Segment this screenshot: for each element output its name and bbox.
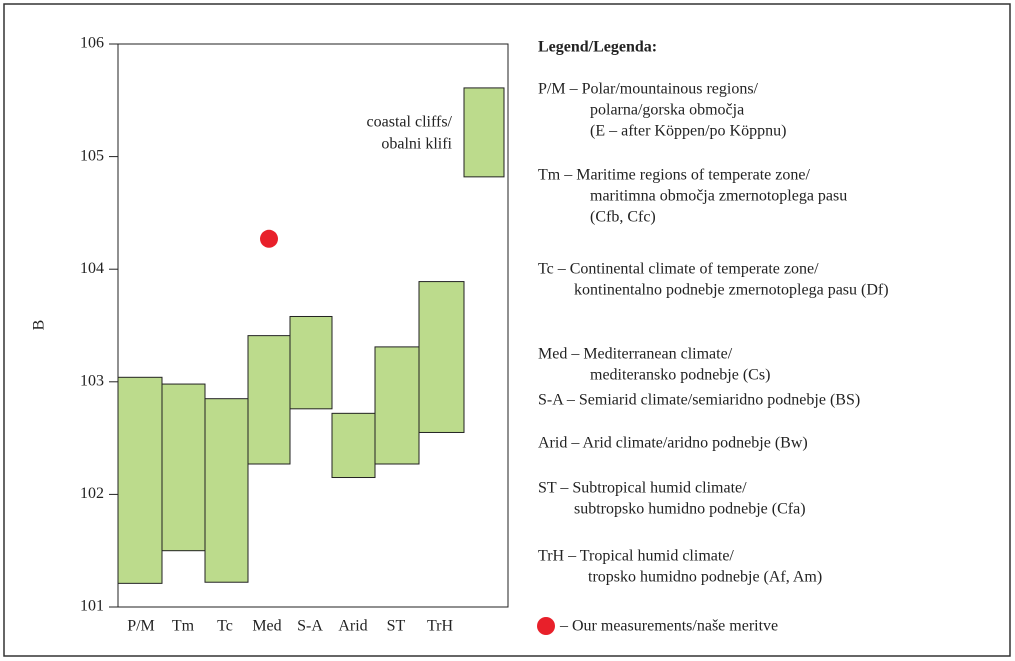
legend-title: Legend/Legenda: xyxy=(538,39,657,56)
x-tick-label: Tm xyxy=(172,618,195,635)
legend-entry: subtropsko humidno podnebje (Cfa) xyxy=(574,501,806,518)
y-tick-label: 104 xyxy=(80,260,104,277)
bar xyxy=(247,335,291,465)
bar xyxy=(289,315,333,410)
plot-area xyxy=(117,43,509,608)
legend-entry: Med – Mediterranean climate/ xyxy=(538,346,733,363)
bar xyxy=(204,398,249,583)
legend-entry: – Our measurements/naše meritve xyxy=(559,618,778,635)
x-tick-label: S-A xyxy=(297,618,323,635)
bar xyxy=(331,412,376,479)
x-tick-label: Arid xyxy=(338,618,367,635)
bar xyxy=(463,87,505,178)
legend-entry: Tm – Maritime regions of temperate zone/ xyxy=(538,167,810,184)
legend-entry: (Cfb, Cfc) xyxy=(590,209,656,226)
legend-entry: kontinentalno podnebje zmernotoplega pas… xyxy=(574,282,889,299)
x-tick-label: ST xyxy=(387,618,406,635)
legend-entry: polarna/gorska območja xyxy=(590,102,744,119)
legend-entry: S-A – Semiarid climate/semiaridno podneb… xyxy=(538,392,860,409)
legend-marker xyxy=(537,617,555,635)
y-tick-label: 106 xyxy=(80,35,104,52)
y-tick-label: 101 xyxy=(80,598,104,615)
y-tick-label: 103 xyxy=(80,372,104,389)
legend-entry: ST – Subtropical humid climate/ xyxy=(538,480,747,497)
legend-entry: (E – after Köppen/po Köppnu) xyxy=(590,123,786,140)
legend-entry: P/M – Polar/mountainous regions/ xyxy=(538,81,759,98)
y-axis-label: B xyxy=(31,320,48,331)
x-tick-label: Tc xyxy=(217,618,233,635)
y-tick-label: 105 xyxy=(80,147,104,164)
bar xyxy=(117,376,163,584)
measurement-point xyxy=(260,229,278,248)
x-tick-label: TrH xyxy=(427,618,454,635)
legend-entry: Arid – Arid climate/aridno podnebje (Bw) xyxy=(538,435,808,452)
bar xyxy=(161,383,206,552)
bar xyxy=(374,346,420,465)
legend-entry: TrH – Tropical humid climate/ xyxy=(538,548,734,565)
annotation: coastal cliffs/ xyxy=(367,114,453,131)
y-tick-label: 102 xyxy=(80,485,104,502)
x-tick-label: Med xyxy=(252,618,281,635)
bar xyxy=(418,281,465,433)
frame xyxy=(3,3,1011,657)
legend-entry: maritimna območja zmernotoplega pasu xyxy=(590,188,847,205)
x-tick-label: P/M xyxy=(127,618,155,635)
legend-entry: mediteransko podnebje (Cs) xyxy=(590,367,770,384)
legend-entry: Tc – Continental climate of temperate zo… xyxy=(538,261,819,278)
annotation: obalni klifi xyxy=(381,136,452,153)
legend-entry: tropsko humidno podnebje (Af, Am) xyxy=(588,569,822,586)
